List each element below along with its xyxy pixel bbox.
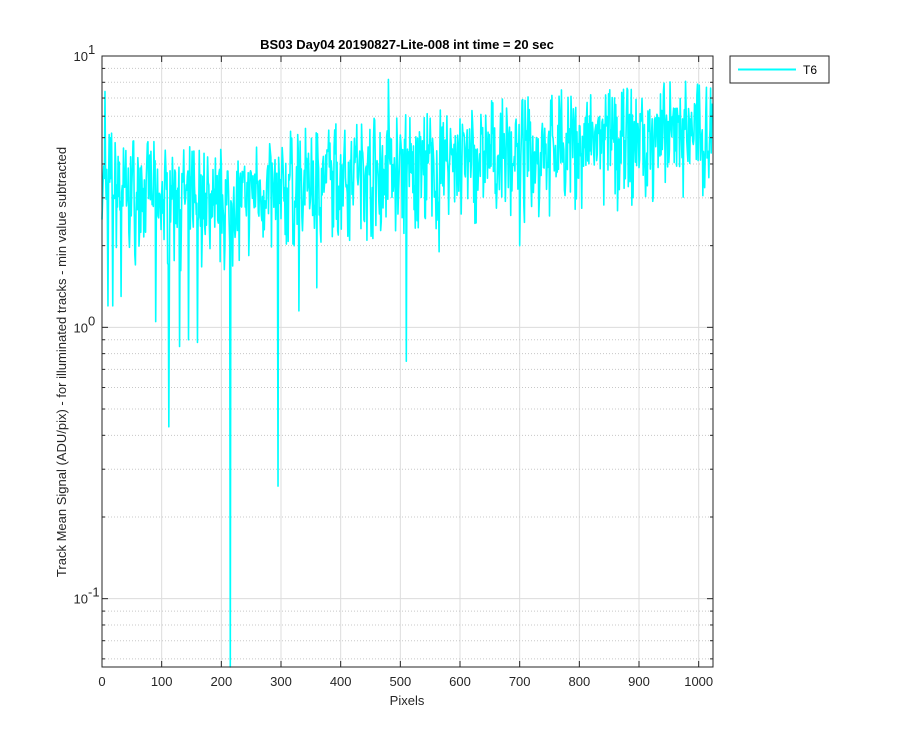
y-tick-exponent: -1 [88,585,100,600]
x-tick-label: 900 [628,674,650,689]
legend: T6 [729,55,830,84]
x-tick-label: 0 [98,674,105,689]
y-tick-base: 10 [74,592,88,607]
series-layer [101,78,714,668]
y-tick-base: 10 [74,320,88,335]
x-tick-label: 500 [389,674,411,689]
y-tick-label: 10 0 [74,313,96,335]
y-tick-base: 10 [74,49,88,64]
x-tick-label: 100 [151,674,173,689]
x-tick-label: 200 [210,674,232,689]
y-axis-label: Track Mean Signal (ADU/pix) - for illumi… [54,147,69,577]
plot-frame [101,55,714,668]
x-tick-label: 300 [270,674,292,689]
chart-title: BS03 Day04 20190827-Lite-008 int time = … [260,37,554,52]
legend-label: T6 [803,63,817,77]
x-tick-label: 800 [568,674,590,689]
y-tick-exponent: 1 [88,42,95,57]
x-tick-label: 700 [509,674,531,689]
ticks [101,55,713,667]
y-tick-exponent: 0 [88,313,95,328]
y-tick-label: 10 -1 [74,585,100,607]
series-line-t6 [101,78,714,668]
y-tick-label: 10 1 [74,42,96,64]
x-axis-label: Pixels [390,693,425,708]
x-tick-labels: 0 100 200 300 400 500 600 700 800 900 1000 [98,674,713,689]
x-tick-label: 400 [330,674,352,689]
x-tick-label: 1000 [684,674,713,689]
x-tick-label: 600 [449,674,471,689]
